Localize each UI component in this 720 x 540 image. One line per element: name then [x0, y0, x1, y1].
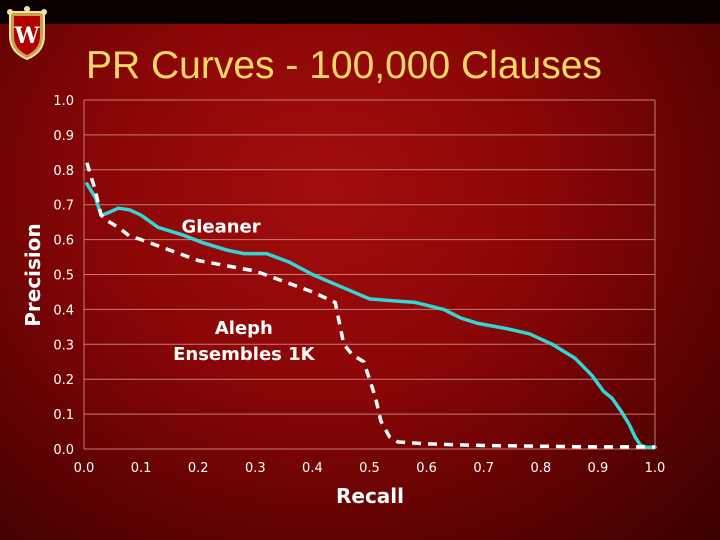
y-tick-labels: 0.0 0.1 0.2 0.3 0.4 0.5 0.6 0.7 0.8 0.9 1.0 [53, 94, 74, 458]
y-tick-label: 0.2 [53, 373, 74, 388]
series-label: Gleaner [181, 217, 260, 238]
crest-logo-icon: W [7, 6, 47, 61]
x-tick-label: 0.7 [473, 461, 494, 476]
x-tick-label: 0.2 [188, 461, 209, 476]
y-tick-label: 0.1 [53, 408, 74, 423]
x-axis-label: Recall [336, 484, 404, 508]
y-tick-label: 0.0 [53, 443, 74, 458]
top-bar [0, 0, 720, 24]
series-label: Ensembles 1K [173, 344, 316, 365]
x-tick-label: 0.9 [588, 461, 609, 476]
x-tick-label: 0.3 [245, 461, 266, 476]
x-tick-labels: 0.0 0.1 0.2 0.3 0.4 0.5 0.6 0.7 0.8 0.9 1.0 [74, 461, 666, 476]
aleph-series-line [85, 162, 655, 449]
page-title: PR Curves - 100,000 Clauses [86, 44, 602, 87]
y-tick-label: 0.8 [53, 164, 74, 179]
gleaner-series-line [85, 182, 657, 450]
y-tick-label: 0.4 [53, 303, 74, 318]
series-label: Aleph [215, 318, 273, 339]
y-tick-label: 0.3 [53, 338, 74, 353]
x-tick-label: 0.0 [74, 461, 95, 476]
x-tick-label: 0.4 [302, 461, 323, 476]
y-tick-label: 0.5 [53, 269, 74, 284]
x-tick-label: 0.6 [416, 461, 437, 476]
y-tick-label: 1.0 [53, 94, 74, 109]
x-tick-label: 0.5 [359, 461, 380, 476]
crest-letter: W [14, 23, 40, 49]
x-tick-label: 1.0 [645, 461, 666, 476]
x-tick-label: 0.8 [530, 461, 551, 476]
y-tick-label: 0.6 [53, 234, 74, 249]
series-lines [85, 162, 657, 450]
y-tick-label: 0.9 [53, 129, 74, 144]
x-tick-label: 0.1 [131, 461, 152, 476]
series-labels: Gleaner Aleph Ensembles 1K [173, 217, 316, 365]
y-axis-label: Precision [21, 223, 45, 327]
y-tick-label: 0.7 [53, 199, 74, 214]
grid-lines [83, 99, 656, 450]
